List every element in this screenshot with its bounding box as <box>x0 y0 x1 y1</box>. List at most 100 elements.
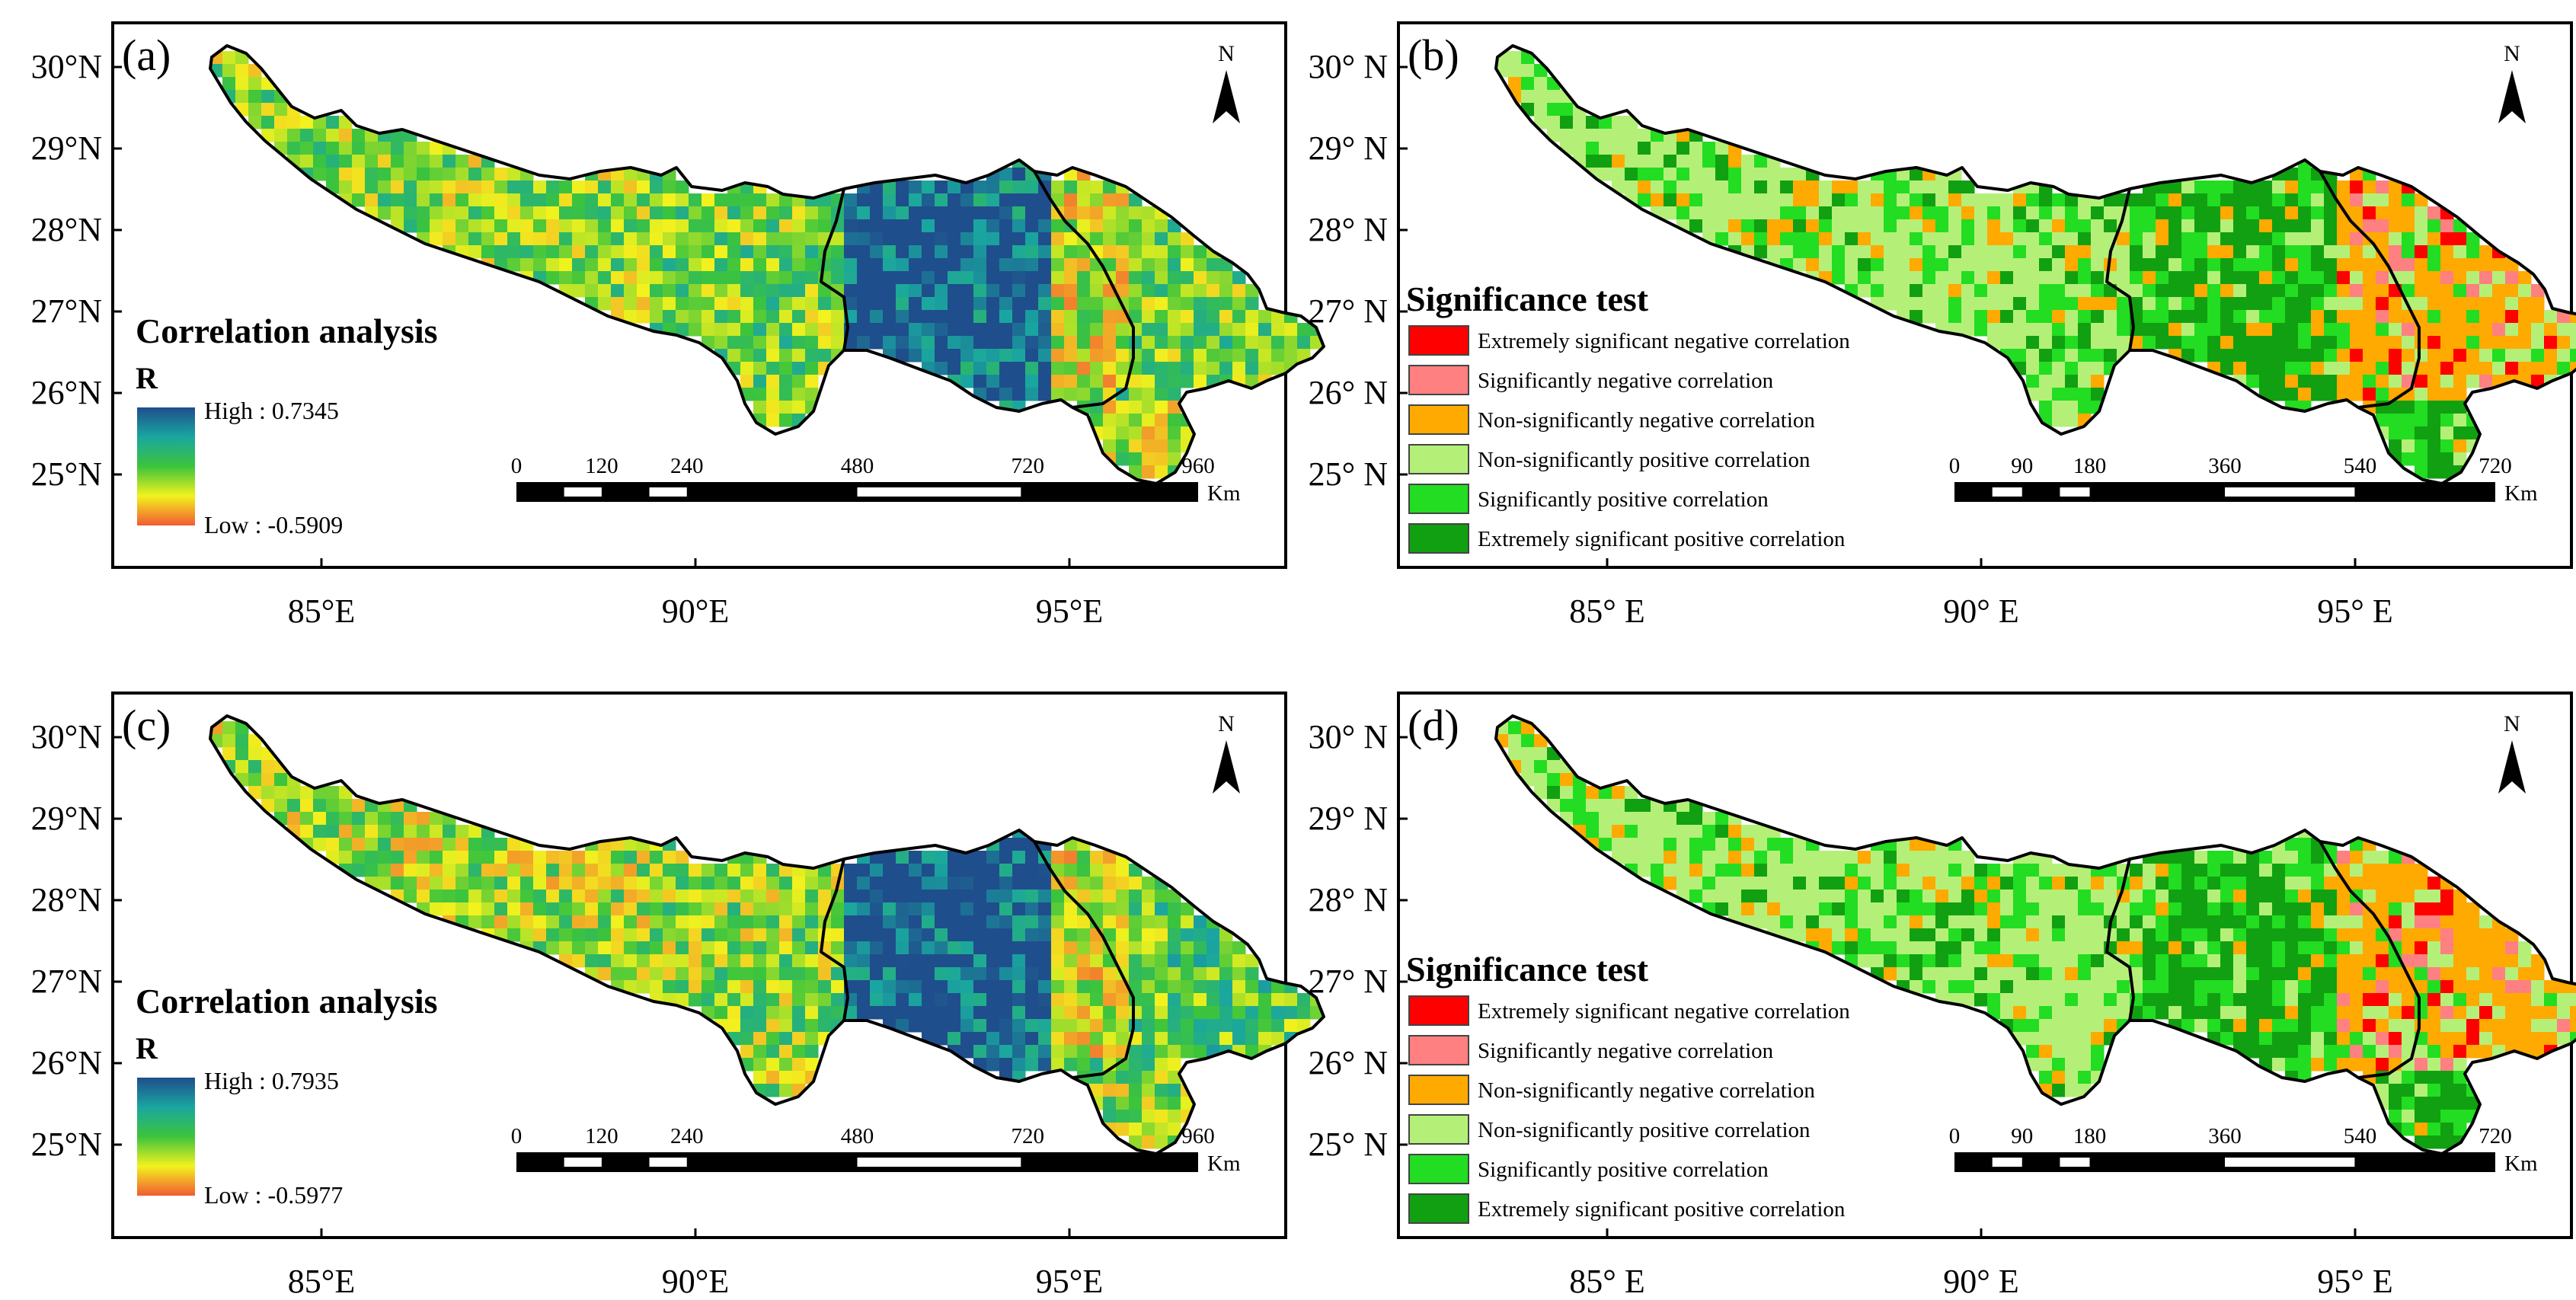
lon-label: 90°E <box>662 593 729 630</box>
north-arrow-icon: N <box>2498 711 2526 794</box>
scale-tick: 960 <box>1181 1124 1215 1148</box>
panel-label: (a) <box>122 30 171 80</box>
panel-d: (d) N 30° N 29° N 28° N 27° N 26° N 25° N 85° E 9… <box>1288 670 2576 1300</box>
raster-layer <box>210 51 1324 479</box>
sub-basin-boundary <box>820 188 849 351</box>
lat-label: 28°N <box>31 881 102 918</box>
lat-label: 27°N <box>31 292 102 330</box>
lon-label: 90° E <box>1943 593 2018 630</box>
lat-label: 26°N <box>31 1044 102 1081</box>
basin-outline <box>209 44 1325 485</box>
scale-tick: 720 <box>2479 454 2512 478</box>
scale-tick: 480 <box>841 454 874 478</box>
legend-class-label: Non-significantly negative correlation <box>1478 408 1815 433</box>
sub-basin-boundary <box>2319 841 2421 1079</box>
legend-swatch <box>1408 1114 1469 1145</box>
scale-tick: 0 <box>1949 454 1961 478</box>
north-label: N <box>2504 711 2520 736</box>
scale-bar: 0 90 180 360 540 720 Km <box>1949 1124 2538 1176</box>
panel-label: (b) <box>1408 30 1459 80</box>
lon-label: 95° E <box>2317 593 2392 630</box>
lat-label: 25° N <box>1309 455 1388 493</box>
scale-tick: 0 <box>1949 1124 1961 1148</box>
lat-label: 29°N <box>31 800 102 837</box>
lon-label: 95° E <box>2317 1263 2392 1300</box>
scale-bar: 0 90 180 360 540 720 Km <box>1949 454 2538 506</box>
lat-label: 26°N <box>31 374 102 411</box>
scale-unit: Km <box>2504 481 2538 506</box>
map-b: (b) N 30° N 29° N 28° N 27° N 26° N 25° N 85° E 9… <box>1309 21 2576 630</box>
legend-symbol: R <box>136 1031 158 1065</box>
legend-swatch <box>1408 523 1469 554</box>
legend-low: Low : -0.5909 <box>204 511 343 538</box>
legend-class-label: Non-significantly positive correlation <box>1478 1118 1811 1142</box>
lon-label: 85°E <box>288 1263 355 1300</box>
legend-class-label: Non-significantly positive correlation <box>1478 448 1811 472</box>
scale-tick: 720 <box>1012 454 1045 478</box>
north-arrow-icon: N <box>2498 41 2526 123</box>
north-label: N <box>2504 41 2520 66</box>
scale-unit: Km <box>2504 1151 2538 1176</box>
lat-label: 25° N <box>1309 1126 1388 1163</box>
scale-bar: 0 120 240 480 720 960 Km <box>511 1124 1241 1176</box>
map-c: (c) N 30°N 29°N 28°N 27°N 26°N 25°N 85°E 90°E 95°E… <box>31 692 1325 1300</box>
legend-class-label: Significantly positive correlation <box>1478 1158 1769 1182</box>
legend-title: Significance test <box>1406 950 1649 989</box>
scale-tick: 120 <box>585 454 618 478</box>
lon-label: 85°E <box>288 593 355 630</box>
scale-tick: 360 <box>2208 454 2242 478</box>
scale-tick: 540 <box>2344 454 2377 478</box>
legend-high: High : 0.7935 <box>204 1067 339 1094</box>
north-label: N <box>1218 41 1235 66</box>
north-arrow-icon: N <box>1213 41 1240 123</box>
map-a: (a) N 30°N 29°N 28°N 27°N 26°N 25°N 85°E 90°E 95°E… <box>31 21 1325 630</box>
map-frame <box>1397 21 2573 569</box>
lat-label: 27°N <box>31 963 102 1000</box>
legend-swatch <box>1408 1075 1469 1105</box>
basin-outline <box>1494 44 2576 485</box>
legend-color-ramp <box>137 1078 195 1196</box>
legend-class-label: Extremely significant positive correlati… <box>1478 527 1846 551</box>
sub-basin-boundary <box>1033 841 1135 1079</box>
lat-label: 30°N <box>31 718 102 755</box>
scale-tick: 240 <box>670 454 704 478</box>
sub-basin-boundary <box>2105 858 2135 1021</box>
lon-label: 85° E <box>1569 1263 1644 1300</box>
legend-class-label: Significantly positive correlation <box>1478 487 1769 512</box>
lon-label: 85° E <box>1569 593 1644 630</box>
scale-tick: 720 <box>2479 1124 2512 1148</box>
lat-label: 26° N <box>1309 374 1388 411</box>
lat-label: 28° N <box>1309 881 1388 918</box>
sub-basin-boundary <box>820 858 849 1021</box>
scale-tick: 0 <box>511 1124 523 1148</box>
panel-a: (a) N 30°N 29°N 28°N 27°N 26°N 25°N 85°E 90°E 95°E… <box>0 0 1325 647</box>
legend-swatch <box>1408 1154 1469 1184</box>
legend-title: Correlation analysis <box>136 311 438 350</box>
map-frame <box>111 21 1287 569</box>
lon-label: 95°E <box>1036 593 1103 630</box>
sub-basin-boundary <box>1033 171 1135 409</box>
legend-swatch <box>1408 1035 1469 1065</box>
legend-swatch <box>1408 444 1469 474</box>
legend-class-label: Extremely significant negative correlati… <box>1478 329 1850 353</box>
raster-layer <box>1496 721 2576 1149</box>
scale-tick: 90 <box>2011 454 2033 478</box>
scale-unit: Km <box>1207 1151 1241 1176</box>
legend-class-label: Significantly negative correlation <box>1478 1039 1774 1063</box>
scale-tick: 120 <box>585 1124 618 1148</box>
lat-label: 26° N <box>1309 1044 1388 1081</box>
legend-swatch <box>1408 404 1469 435</box>
legend-class-label: Extremely significant positive correlati… <box>1478 1197 1846 1222</box>
legend-swatch <box>1408 365 1469 395</box>
scale-unit: Km <box>1207 481 1241 506</box>
lat-label: 28° N <box>1309 211 1388 248</box>
legend-high: High : 0.7345 <box>204 397 339 424</box>
lat-label: 30° N <box>1309 718 1388 755</box>
scale-tick: 90 <box>2011 1124 2033 1148</box>
lat-label: 29° N <box>1309 800 1388 837</box>
scale-tick: 720 <box>1012 1124 1045 1148</box>
scale-tick: 540 <box>2344 1124 2377 1148</box>
scale-tick: 360 <box>2208 1124 2242 1148</box>
raster-layer <box>1496 51 2576 479</box>
legend-swatch <box>1408 995 1469 1026</box>
